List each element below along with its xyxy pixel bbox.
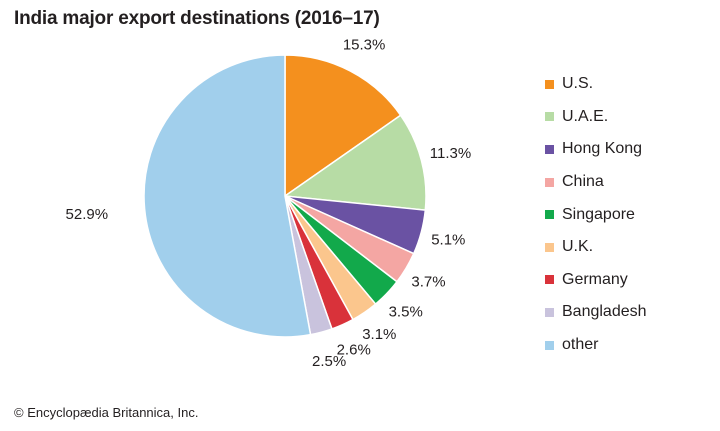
legend-swatch [545,144,554,154]
legend-label: Germany [562,270,628,288]
legend-swatch [545,340,554,350]
legend-swatch [545,242,554,252]
legend-label: Bangladesh [562,303,647,321]
legend-item: other [545,329,647,362]
slice-value-label: 11.3% [430,145,471,162]
legend-label: U.A.E. [562,107,609,125]
legend-swatch [545,307,554,317]
legend-label: Hong Kong [562,140,643,158]
copyright-credit: © Encyclopædia Britannica, Inc. [14,405,199,420]
slice-value-label: 2.5% [312,353,346,370]
legend-swatch [545,210,554,220]
slice-value-label: 2.6% [337,341,371,358]
slice-value-label: 52.9% [66,206,109,223]
legend-label: Singapore [562,205,635,223]
slice-value-label: 5.1% [431,232,465,249]
slice-value-label: 3.1% [362,326,396,343]
pie-slice-u-a-e [282,114,427,211]
pie-slice-u-s [284,54,402,198]
legend-swatch [545,177,554,187]
legend-label: U.S. [562,75,594,93]
slice-value-label: 3.5% [389,304,423,321]
pie-slices [143,54,427,338]
legend-item: Hong Kong [545,133,647,166]
pie-slice-other [143,54,312,338]
legend-item: Singapore [545,198,647,231]
chart-title: India major export destinations (2016–17… [14,8,380,29]
slice-value-label: 15.3% [343,36,386,53]
legend-item: U.A.E. [545,101,647,134]
legend-item: U.S. [545,68,647,101]
legend-label: China [562,173,604,191]
legend-label: U.K. [562,238,594,256]
legend-item: China [545,166,647,199]
legend-swatch [545,79,554,89]
legend-swatch [545,112,554,122]
legend-swatch [545,275,554,285]
slice-value-label: 3.7% [411,274,445,291]
legend-item: U.K. [545,231,647,264]
legend-label: other [562,336,599,354]
chart-legend: U.S. U.A.E. Hong Kong China Singapore U.K. Ger… [545,68,647,361]
legend-item: Bangladesh [545,296,647,329]
pie-labels: 15.3% 11.3% 5.1% 3.7% 3.5% 3.1%2.6%2.5% 52.9% [66,36,472,370]
legend-item: Germany [545,264,647,297]
